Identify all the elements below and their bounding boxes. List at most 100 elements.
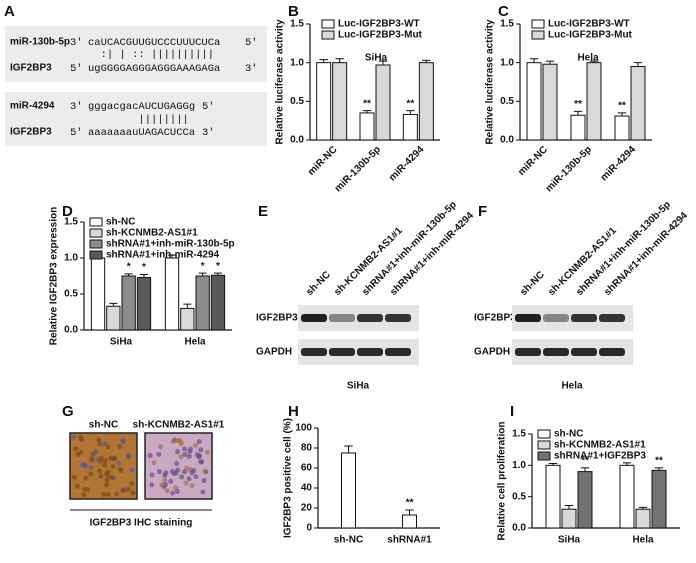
- seq-end: 5': [70, 63, 83, 75]
- legend-swatch: [531, 19, 545, 29]
- panel-label: E: [258, 203, 268, 220]
- ihc-cell: [174, 449, 180, 455]
- ihc-cell: [198, 459, 204, 465]
- error-bar: [422, 59, 431, 63]
- y-tick-label: 1.0: [500, 57, 514, 68]
- legend-label: shRNA#1+inh-miR-4294: [106, 250, 220, 261]
- ihc-cell: [175, 467, 181, 473]
- significance: **: [406, 98, 414, 109]
- band: [385, 348, 411, 356]
- ihc-cell: [187, 446, 193, 452]
- pairing: ||||||||: [88, 114, 189, 126]
- legend-label: Luc-IGF2BP3-WT: [548, 19, 630, 30]
- ihc-cell: [126, 453, 132, 459]
- target-sequence: ugGGGGAGGGAGGGAAAGAGa: [88, 63, 220, 75]
- band: [543, 348, 569, 356]
- ihc-cell: [117, 444, 123, 450]
- ihc-cell: [83, 475, 89, 481]
- target-name: IGF2BP3: [10, 63, 52, 74]
- legend-swatch: [321, 30, 335, 40]
- ihc-cell: [200, 489, 206, 495]
- ihc-cell: [182, 446, 188, 452]
- y-tick-label: 1.5: [500, 19, 514, 30]
- y-axis-label: Relative luciferase activity: [485, 19, 496, 145]
- ihc-cell: [196, 454, 202, 460]
- legend-label: sh-NC: [106, 217, 135, 228]
- error-bar: [335, 58, 344, 63]
- bar: [316, 62, 332, 141]
- y-axis-label: IGF2BP3 positive cell (%): [283, 418, 294, 538]
- ihc-cell: [120, 439, 126, 445]
- seq-end: 5': [70, 127, 83, 139]
- seq-end: 3': [70, 101, 83, 113]
- y-tick-label: 0.5: [512, 491, 526, 502]
- ihc-cell: [149, 472, 155, 478]
- bar: [614, 115, 630, 141]
- band: [329, 314, 355, 322]
- legend-swatch: [89, 228, 103, 238]
- bar: [164, 257, 180, 331]
- legend-swatch: [531, 30, 545, 40]
- subtitle: SiHa: [365, 53, 388, 64]
- error-bar: [319, 59, 328, 63]
- ihc-cell: [82, 463, 88, 469]
- ihc-cell: [104, 482, 110, 488]
- image-label: sh-KCNMB2-AS1#1: [133, 420, 225, 431]
- alignment-box: [5, 92, 267, 146]
- error-bar: [198, 272, 207, 276]
- significance: *: [216, 261, 220, 272]
- y-tick-label: 0.0: [290, 135, 304, 146]
- y-tick-label: 0.5: [500, 96, 514, 107]
- error-bar: [183, 303, 192, 309]
- ihc-cell: [129, 481, 135, 487]
- mirna-sequence: gggacgacAUCUGAGGg: [88, 101, 195, 113]
- bar: [577, 471, 593, 529]
- ihc-cell: [174, 461, 180, 467]
- error-bar: [589, 60, 599, 63]
- target-sequence: aaaaaaauUAGACUCCa: [88, 127, 195, 139]
- bar: [375, 64, 391, 141]
- mirna-name: miR-130b-5p: [10, 37, 70, 48]
- y-tick-label: 0.5: [64, 289, 78, 300]
- row-label: GAPDH: [474, 347, 510, 358]
- panel-label: I: [510, 403, 514, 420]
- ihc-cell: [184, 465, 190, 471]
- error-bar: [654, 467, 664, 471]
- ihc-cell: [149, 482, 155, 488]
- bar: [210, 274, 226, 331]
- bar: [90, 257, 106, 331]
- bar: [332, 62, 348, 141]
- bar: [136, 276, 152, 331]
- legend-swatch: [321, 19, 335, 29]
- legend-label: sh-NC: [554, 429, 583, 440]
- legend-swatch: [89, 250, 103, 260]
- legend-swatch: [537, 429, 551, 439]
- pairing: :| | :: ||||||||||: [88, 49, 214, 61]
- row-label: IGF2BP3: [256, 313, 298, 324]
- ihc-cell: [186, 476, 192, 482]
- bar: [418, 62, 434, 141]
- bar: [586, 62, 602, 141]
- ihc-cell: [156, 469, 162, 475]
- ihc-cell: [97, 468, 103, 474]
- ihc-cell: [81, 492, 87, 498]
- y-tick-label: 0.0: [512, 523, 526, 534]
- ihc-cell: [129, 467, 135, 473]
- seq-end: 5': [245, 37, 258, 49]
- ihc-cell: [178, 454, 184, 460]
- bar: [359, 112, 375, 141]
- ihc-cell: [189, 483, 195, 489]
- band: [329, 348, 355, 356]
- x-tick-label: miR-130b-5p: [333, 144, 383, 194]
- legend-swatch: [537, 451, 551, 461]
- ihc-cell: [102, 458, 108, 464]
- bar: [635, 508, 651, 529]
- ihc-cell: [130, 490, 136, 496]
- y-tick-label: 1.0: [64, 253, 78, 264]
- ihc-cell: [177, 438, 183, 444]
- error-bar: [638, 506, 648, 510]
- ihc-cell: [90, 451, 96, 457]
- band: [599, 348, 625, 356]
- x-tick-label: miR-NC: [516, 144, 550, 178]
- ihc-cell: [112, 455, 118, 461]
